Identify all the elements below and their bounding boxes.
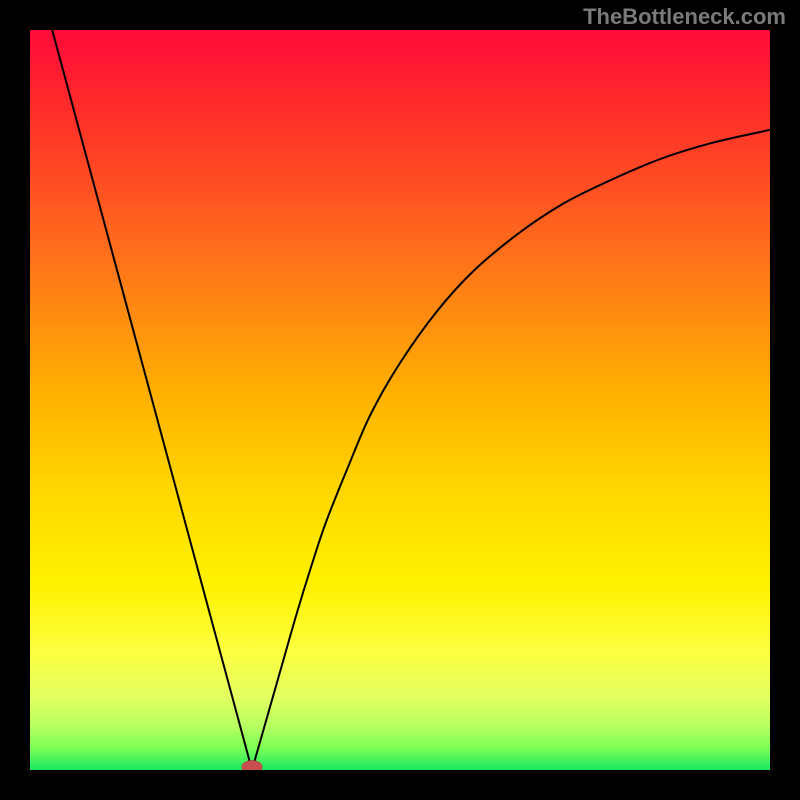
gradient-background [30,30,770,770]
bottleneck-chart [30,30,770,770]
chart-frame: TheBottleneck.com [0,0,800,800]
watermark-text: TheBottleneck.com [583,4,786,30]
